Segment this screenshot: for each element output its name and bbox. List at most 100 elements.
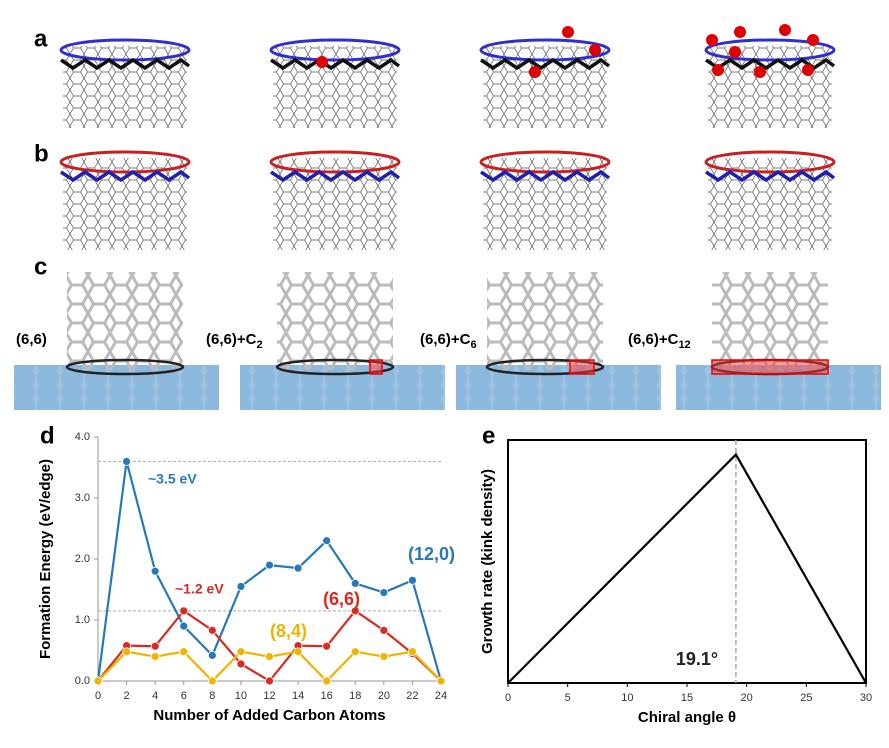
annotation: 19.1° (676, 649, 718, 669)
carbon-atom (529, 66, 541, 78)
tube-rim (59, 150, 191, 174)
tube-edge (270, 169, 401, 183)
annotation: ~1.2 eV (175, 581, 224, 597)
data-point (265, 560, 274, 570)
series-label: (8,4) (270, 621, 307, 641)
contact-ring (65, 358, 185, 376)
x-tick-label: 24 (435, 690, 447, 702)
structure-label-sub: 2 (256, 339, 262, 351)
nanotube (487, 272, 603, 370)
chart: e 0 5 10 15 20 25 30 Chiral angle θ Growth rate (… (479, 422, 872, 726)
y-tick-label: 1.0 (75, 614, 90, 626)
data-point (379, 625, 389, 635)
plot-frame (507, 439, 867, 684)
data-point (322, 536, 332, 546)
tube-edge (270, 57, 401, 71)
series-label: (12,0) (408, 544, 455, 564)
metal-surface (14, 365, 219, 410)
chart: d0.01.02.03.04.00 2 4 6 8 10 12 14 16 18 20 22 24Num… (37, 422, 455, 724)
data-point (408, 647, 417, 657)
metal-surface (456, 365, 661, 410)
data-point (350, 606, 360, 616)
y-tick-label: 4.0 (75, 431, 90, 443)
structure-label-main: (6,6)+C (628, 331, 679, 348)
structure-label-main: (6,6)+C (420, 331, 471, 348)
x-tick-label: 5 (565, 692, 571, 704)
x-tick-label: 4 (152, 690, 158, 702)
tube-rim (269, 150, 401, 174)
data-point (293, 563, 303, 573)
data-point (379, 652, 389, 661)
added-carbon (569, 359, 595, 375)
x-tick-label: 18 (349, 690, 361, 702)
data-point (207, 625, 217, 635)
x-axis-title: Number of Added Carbon Atoms (153, 707, 385, 724)
data-point (350, 647, 360, 657)
x-tick-label: 12 (263, 690, 275, 702)
y-tick-label: 3.0 (75, 492, 90, 504)
data-point (236, 647, 246, 657)
tube-rim (704, 38, 836, 62)
structure-label-sub: 12 (678, 339, 690, 351)
nanotube (712, 272, 828, 370)
carbon-atom (754, 66, 766, 78)
x-tick-label: 14 (292, 690, 304, 702)
x-tick-label: 8 (209, 690, 215, 702)
tube-edge (480, 57, 611, 71)
tube-rim (269, 38, 401, 62)
structure-label-sub: 6 (470, 339, 476, 351)
x-tick-label: 25 (800, 692, 812, 704)
tube-edge (705, 169, 836, 183)
data-point (207, 676, 217, 686)
data-point (179, 621, 189, 631)
annotation: ~3.5 eV (148, 471, 197, 487)
data-point (293, 647, 303, 657)
data-point (379, 588, 389, 597)
structure-label-main: (6,6)+C (206, 331, 257, 348)
data-point (408, 575, 417, 585)
tube-rim (59, 38, 191, 62)
tube-rim (704, 150, 836, 174)
data-point (150, 652, 160, 661)
data-point (179, 647, 189, 657)
carbon-atom (807, 34, 819, 46)
tube-edge (705, 57, 836, 71)
structure-label-main: (6,6) (16, 331, 47, 348)
carbon-atom (589, 44, 601, 56)
x-tick-label: 22 (406, 690, 418, 702)
x-tick-label: 20 (378, 690, 390, 702)
x-tick-label: 6 (181, 690, 187, 702)
structure-label: (6,6)+C6 (420, 331, 477, 351)
data-point (265, 652, 274, 661)
carbon-atom (729, 46, 741, 58)
data-point (236, 582, 246, 591)
series-line (96, 461, 443, 682)
tube-rim (479, 38, 611, 62)
panel-label: e (482, 422, 495, 449)
panel-label: b (34, 140, 49, 167)
contact-ring (275, 358, 395, 376)
metal-surface (240, 365, 445, 410)
series-label: (6,6) (323, 589, 360, 609)
x-axis-title: Chiral angle θ (638, 709, 736, 726)
x-tick-label: 10 (621, 692, 633, 704)
x-tick-label: 0 (505, 692, 511, 704)
tube-rim (479, 150, 611, 174)
structure-label: (6,6) (16, 331, 47, 348)
data-point (350, 579, 360, 588)
data-point (236, 659, 246, 669)
data-point (179, 606, 189, 616)
x-tick-label: 10 (235, 690, 247, 702)
carbon-atom (562, 26, 574, 38)
carbon-atom (316, 56, 328, 68)
x-tick-label: 2 (124, 690, 130, 702)
added-carbon (711, 359, 829, 375)
y-axis-title: Growth rate (kink density) (479, 469, 496, 654)
carbon-atom (734, 26, 746, 38)
panel-label: c (34, 253, 47, 280)
data-point (93, 676, 103, 686)
illustrations: (6,6) (6,6)+C2 (6,6)+C6 (6,6)+C12 (14, 24, 881, 410)
data-point (150, 641, 160, 651)
data-point (122, 647, 131, 657)
data-point (265, 676, 274, 686)
